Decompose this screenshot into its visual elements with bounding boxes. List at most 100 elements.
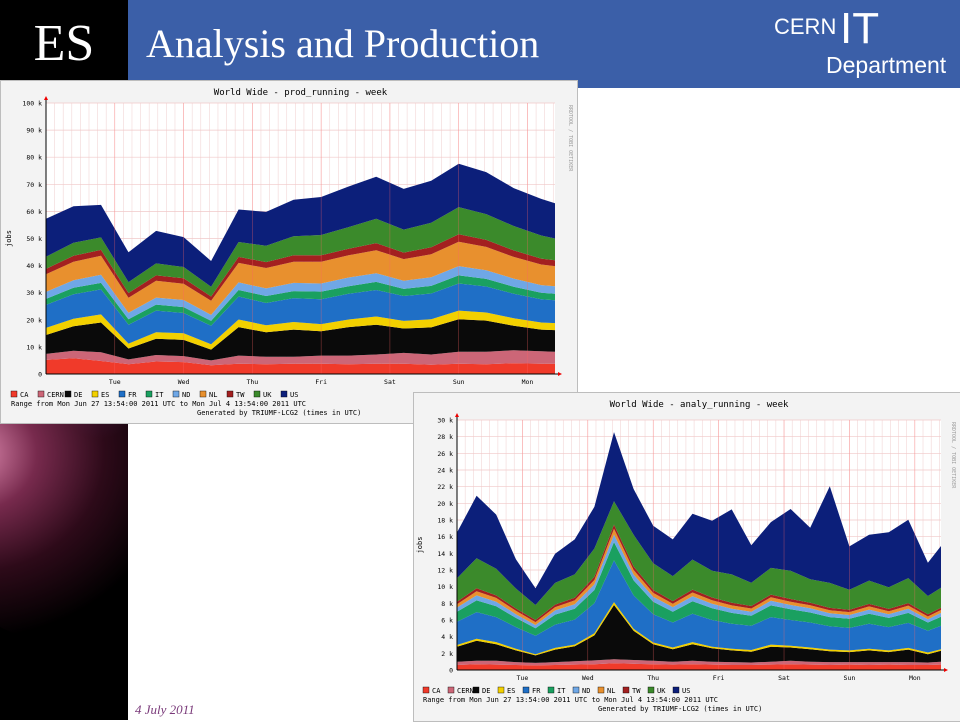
y-tick-label: 80 k [26,154,42,162]
legend-swatch-us [672,686,680,694]
y-tick-label: 10 k [437,583,453,591]
legend-label: ND [182,391,190,399]
legend-label: CA [432,687,441,695]
y-tick-label: 16 k [437,533,453,541]
series-area-de [46,319,555,361]
y-axis-arrow [44,96,48,100]
legend-swatch-ca [10,390,18,398]
legend-swatch-it [547,686,555,694]
series-area-fr [457,560,941,655]
x-tick-label: Thu [647,674,659,682]
legend-swatch-nl [199,390,207,398]
legend-swatch-nd [572,686,580,694]
y-tick-label: 40 k [26,262,42,270]
y-tick-label: 50 k [26,235,42,243]
y-tick-label: 0 [38,371,42,379]
y-tick-label: 20 k [437,500,453,508]
chart-side-text: RRDTOOL / TOBI OETIKER [950,422,956,489]
prod-running-chart: World Wide - prod_running - week RRDTOOL … [0,80,578,424]
legend: CA CERN DE ES FR IT ND NL TW UK US [10,390,298,399]
x-tick-label: Mon [909,674,921,682]
legend-label: DE [74,391,82,399]
legend-swatch-de [64,390,72,398]
series-area-us [457,432,941,605]
y-tick-label: 24 k [437,467,453,475]
x-axis-arrow [944,668,948,672]
x-tick-label: Tue [517,674,529,682]
series-area-es [457,602,941,656]
legend-swatch-fr [118,390,126,398]
series-area-cern [46,350,555,366]
y-tick-label: 28 k [437,433,453,441]
series-area-nd [457,534,941,629]
legend: CA CERN DE ES FR IT ND NL TW UK US [422,686,690,695]
legend-swatch-es [497,686,505,694]
legend-swatch-nd [172,390,180,398]
y-tick-label: 30 k [26,289,42,297]
legend-label: FR [532,687,541,695]
y-tick-label: 70 k [26,181,42,189]
x-axis-arrow [558,372,562,376]
series-area-fr [46,283,555,345]
series-area-uk [46,207,555,297]
legend-swatch-nl [597,686,605,694]
legend-swatch-fr [522,686,530,694]
analy-running-chart: World Wide - analy_running - week RRDTOOL… [413,392,960,722]
slide-title: Analysis and Production [146,21,540,66]
series-area-de [457,605,941,663]
y-tick-label: 14 k [437,550,453,558]
footer-address: CERN IT Department CH-1211 Geneva 23 Swi… [0,646,126,685]
legend-label: US [290,391,298,399]
legend-swatch-de [472,686,480,694]
legend-label: UK [263,391,272,399]
footer-address-line: Switzerland [69,672,126,684]
x-tick-label: Wed [582,674,594,682]
series-area-ca [457,663,941,670]
y-tick-label: 4 k [441,633,453,641]
y-tick-label: 60 k [26,208,42,216]
legend-label: UK [657,687,666,695]
legend-label: ES [507,687,515,695]
y-tick-label: 0 [449,667,453,675]
chart-side-text: RRDTOOL / TOBI OETIKER [567,105,573,172]
legend-label: CERN [457,687,474,695]
footer-url[interactable]: www.cern.ch/it [27,687,126,703]
logo-it-text: IT [840,4,880,53]
series-area-cern [457,659,941,666]
chart-title: World Wide - prod_running - week [214,88,388,98]
x-tick-label: Mon [522,378,534,386]
y-tick-label: 100 k [22,100,42,108]
y-tick-label: 6 k [441,617,453,625]
y-tick-label: 26 k [437,450,453,458]
legend-swatch-cern [447,686,455,694]
range-text: Range from Mon Jun 27 13:54:00 2011 UTC … [11,400,306,408]
series-area-nl [46,241,555,315]
y-tick-label: 2 k [441,650,453,658]
legend-swatch-tw [622,686,630,694]
legend-swatch-us [280,390,288,398]
y-tick-label: 8 k [441,600,453,608]
stacked-areas [457,432,941,670]
series-area-us [46,163,555,287]
y-tick-label: 10 k [26,343,42,351]
series-area-ca [46,358,555,374]
footer-date: 4 July 2011 [135,702,195,717]
x-tick-label: Thu [246,378,258,386]
chart-title: World Wide - analy_running - week [610,400,789,410]
legend-label: CERN [47,391,64,399]
logo-cern-text: CERN [774,14,837,39]
series-area-it [46,275,555,326]
x-tick-label: Sun [844,674,856,682]
prod-running-chart-svg: World Wide - prod_running - week RRDTOOL … [5,88,573,417]
legend-label: TW [632,687,641,695]
y-tick-label: 90 k [26,127,42,135]
legend-swatch-ca [422,686,430,694]
y-axis-label: jobs [416,537,424,554]
analy-running-chart-svg: World Wide - analy_running - week RRDTOOL… [416,400,956,713]
x-tick-label: Wed [178,378,190,386]
x-tick-label: Fri [713,674,725,682]
legend-swatch-cern [37,390,45,398]
footer-address-line: CERN IT Department [21,646,126,658]
major-gridlines [522,420,916,670]
x-tick-label: Sat [778,674,790,682]
